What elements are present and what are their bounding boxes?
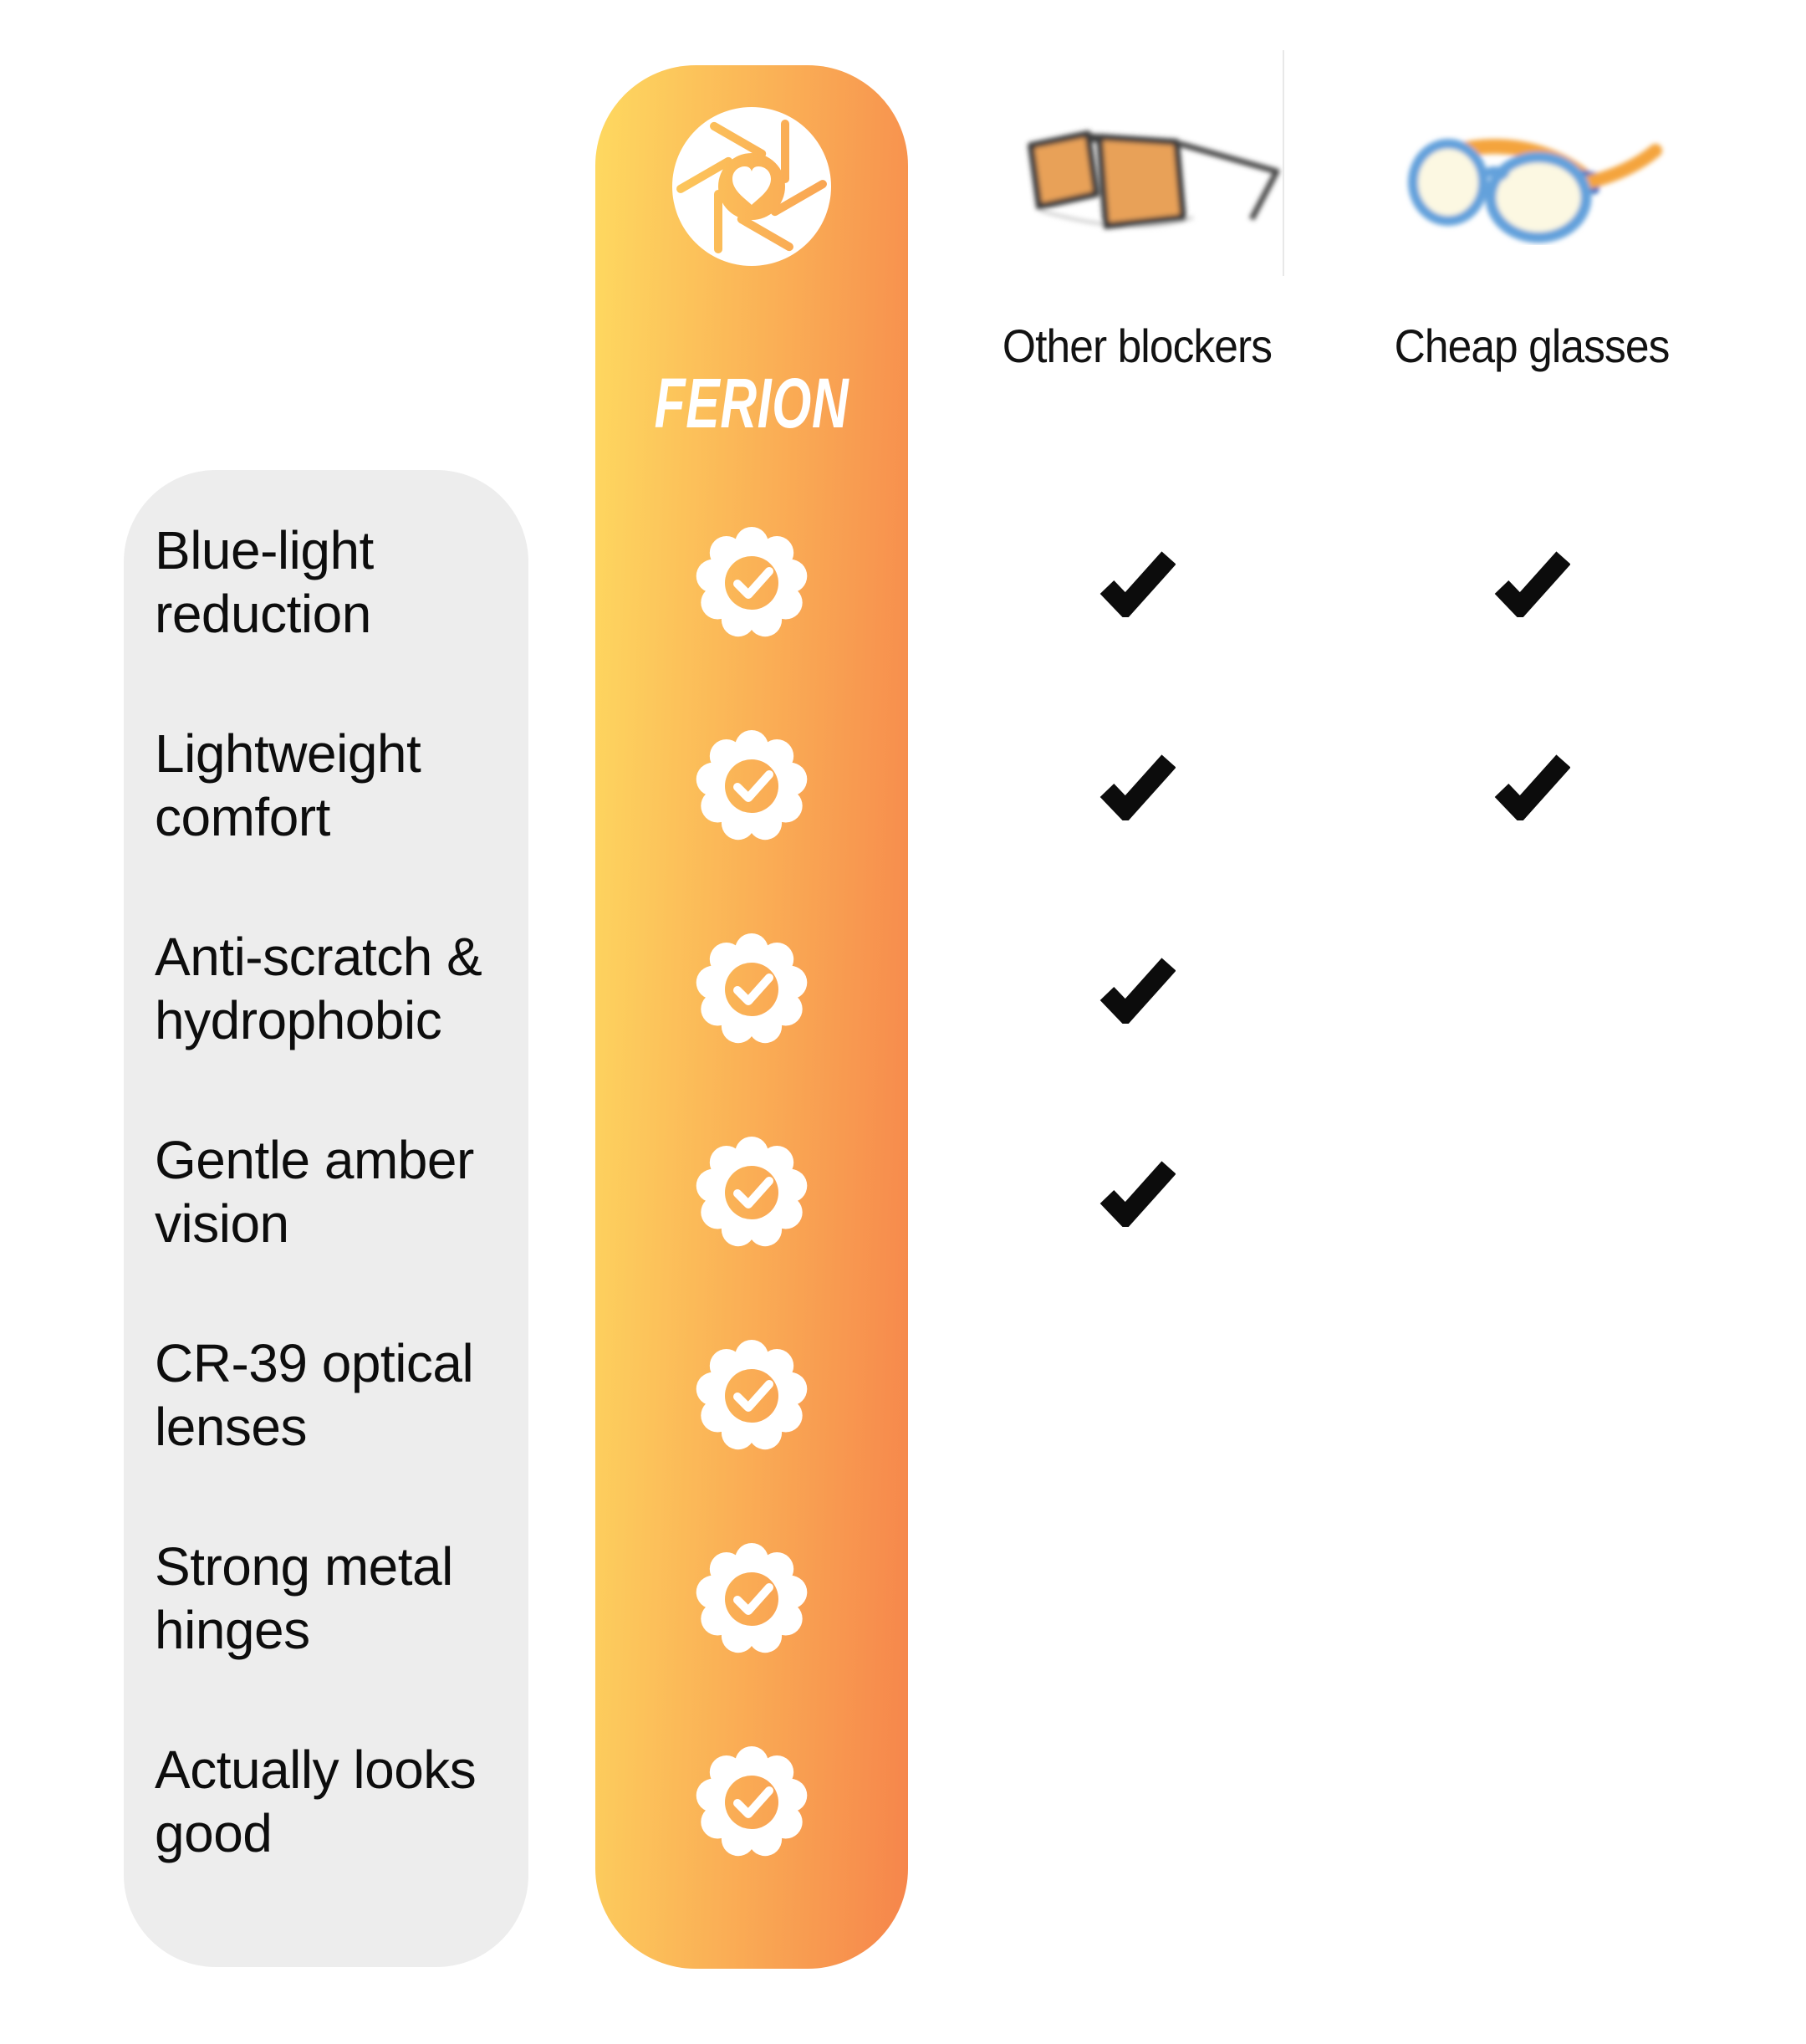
ferion-logo bbox=[672, 107, 831, 266]
ferion-badge-icon bbox=[696, 1294, 808, 1497]
check-icon bbox=[1494, 754, 1570, 820]
ferion-badge-icon bbox=[696, 1091, 808, 1294]
check-icon bbox=[1494, 550, 1570, 617]
ferion-badge-icon bbox=[696, 684, 808, 887]
feature-label: Gentle amber vision bbox=[155, 1129, 474, 1254]
check-icon bbox=[1099, 550, 1176, 617]
ferion-badge-icon bbox=[696, 1700, 808, 1903]
aperture-heart-icon bbox=[672, 107, 831, 266]
ferion-badge-icon bbox=[696, 481, 808, 684]
check-cheap-row1 bbox=[1448, 481, 1615, 684]
ferion-badge-icon bbox=[696, 1497, 808, 1700]
check-other-row1 bbox=[1054, 481, 1221, 684]
column-header-other-blockers: Other blockers bbox=[1002, 319, 1273, 372]
check-other-row4 bbox=[1054, 1091, 1221, 1294]
ferion-brand-name: FERION bbox=[654, 364, 849, 442]
features-panel bbox=[124, 470, 528, 1967]
column-header-cheap-glasses: Cheap glasses bbox=[1394, 319, 1671, 372]
cheap-glasses-image bbox=[1408, 139, 1662, 243]
feature-label: Anti-scratch & hydrophobic bbox=[155, 926, 482, 1050]
feature-label: Actually looks good bbox=[155, 1739, 477, 1863]
check-other-row3 bbox=[1054, 887, 1221, 1091]
check-icon bbox=[1099, 754, 1176, 820]
check-icon bbox=[1099, 1160, 1176, 1227]
feature-label: Lightweight comfort bbox=[155, 723, 421, 847]
check-icon bbox=[1099, 957, 1176, 1024]
check-other-row2 bbox=[1054, 684, 1221, 887]
photo-edge-artifact bbox=[1283, 50, 1284, 276]
check-cheap-row2 bbox=[1448, 684, 1615, 887]
feature-label: Strong metal hinges bbox=[155, 1536, 453, 1660]
feature-label: Blue-light reduction bbox=[155, 519, 374, 644]
feature-label: CR-39 optical lenses bbox=[155, 1332, 474, 1457]
other-blockers-glasses-image bbox=[1028, 130, 1280, 229]
ferion-badge-icon bbox=[696, 887, 808, 1091]
